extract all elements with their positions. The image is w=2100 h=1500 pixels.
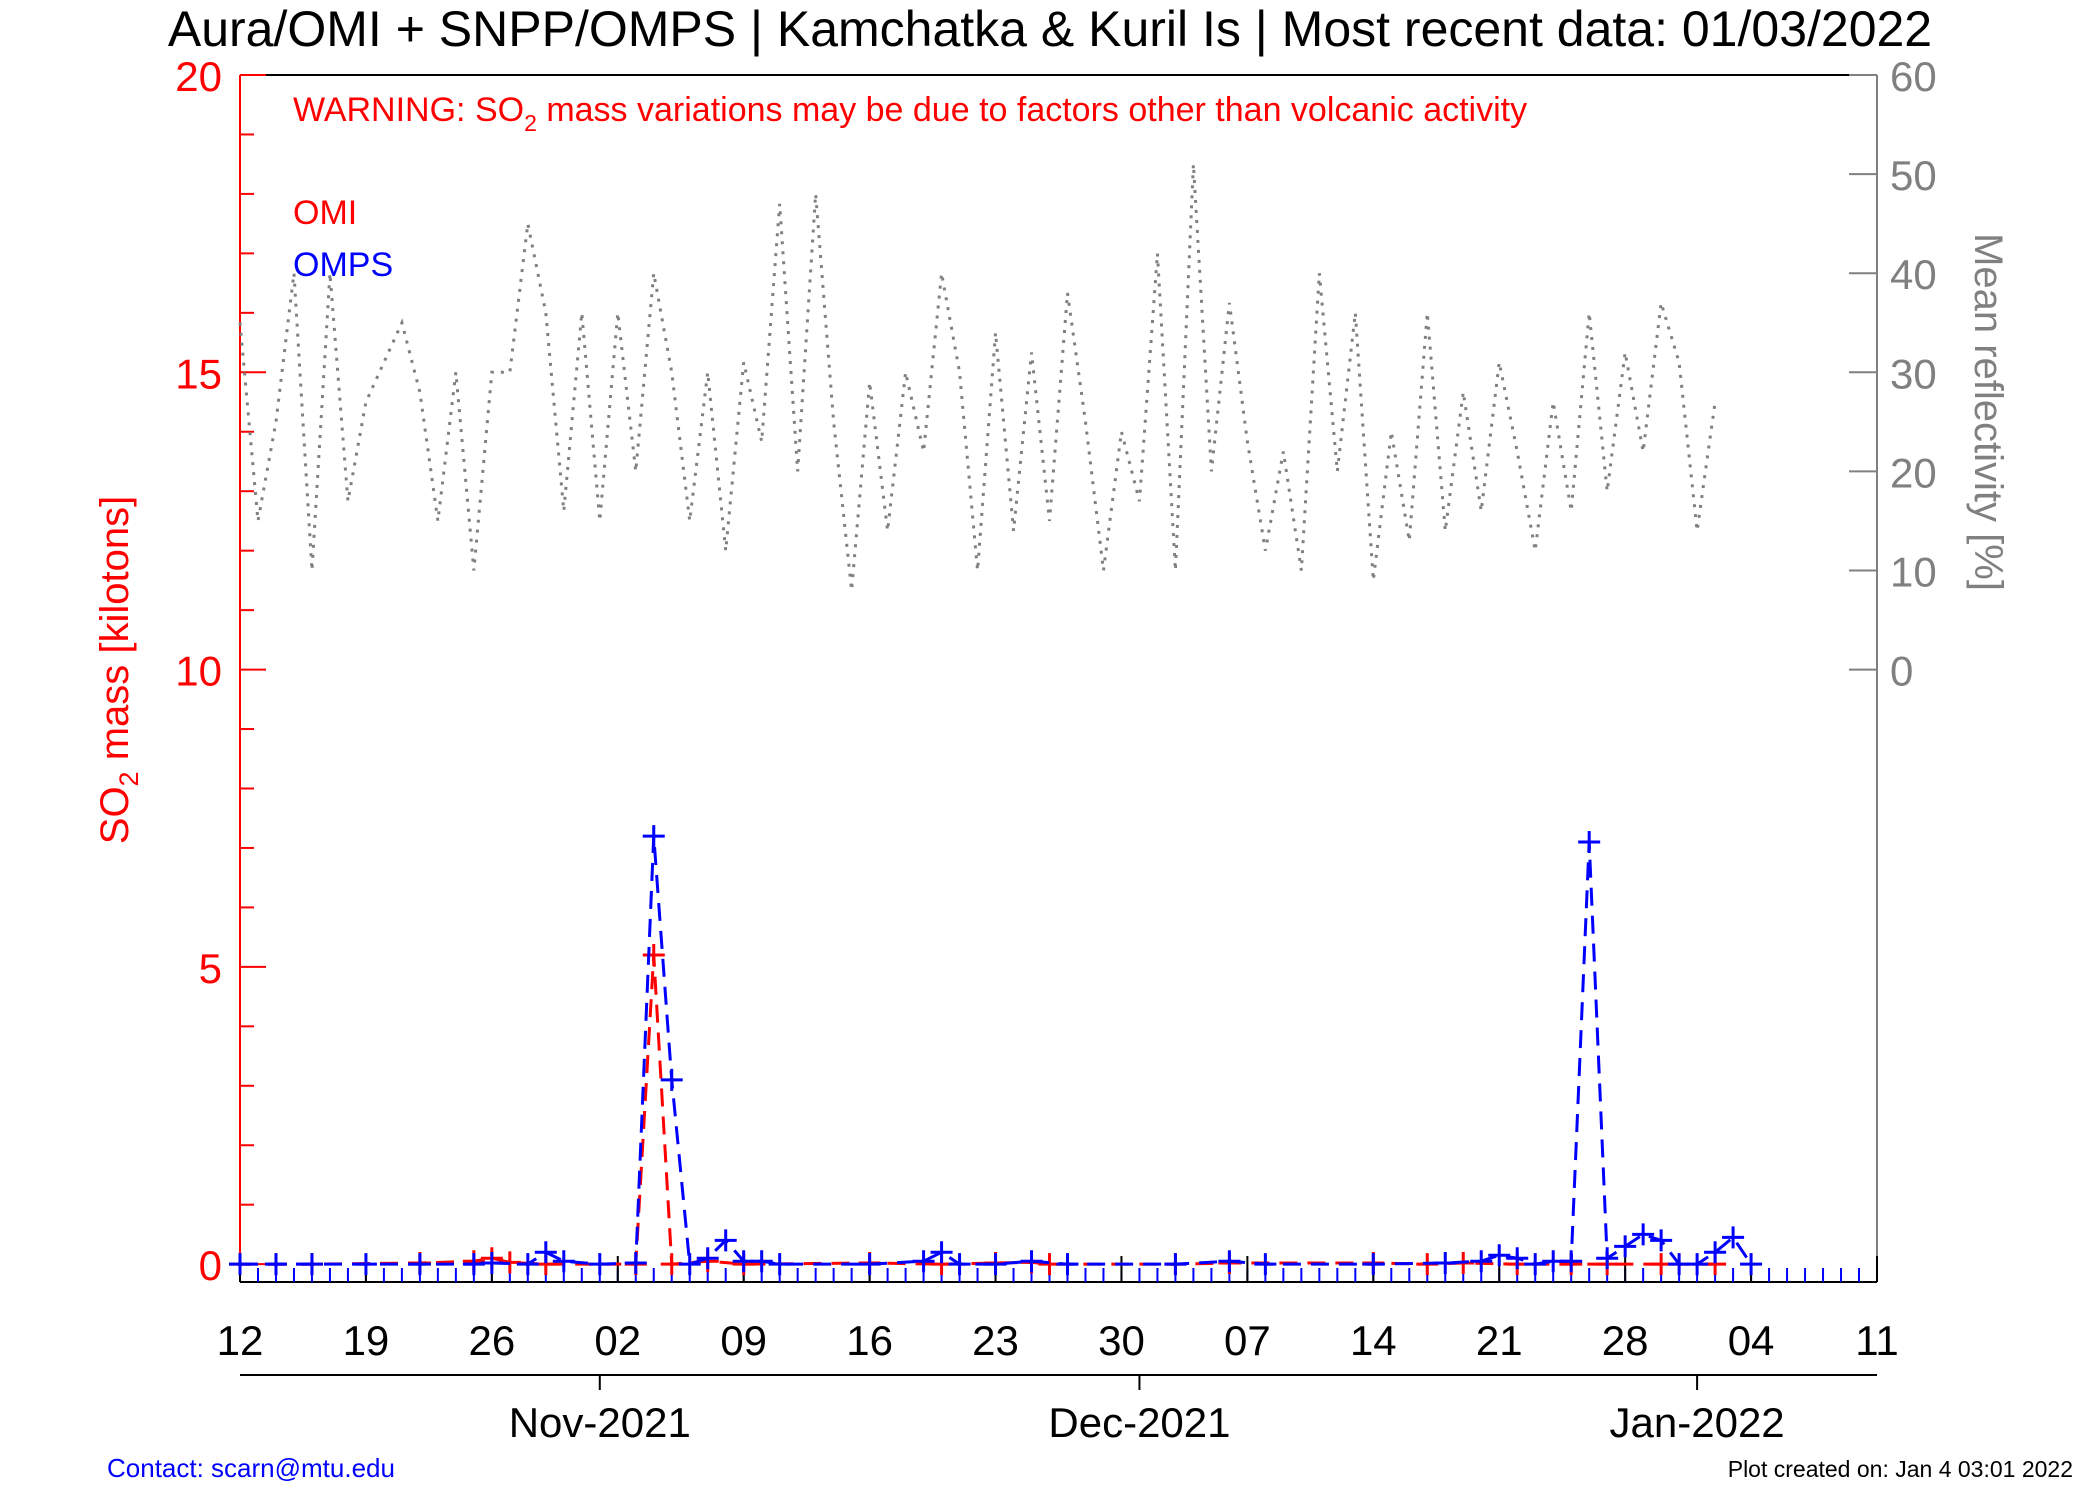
- x-axis-ticks: 12 19 26 02 09 16 23 30 07 14 21 28 04 11: [217, 1256, 1899, 1364]
- omps-marker: [642, 825, 665, 848]
- omps-marker: [1614, 1235, 1637, 1258]
- omps-marker: [1488, 1244, 1511, 1267]
- omps-marker: [354, 1253, 377, 1276]
- contact-link[interactable]: Contact: scarn@mtu.edu: [107, 1453, 395, 1483]
- omps-marker: [768, 1253, 791, 1276]
- omps-marker: [1020, 1250, 1043, 1273]
- omps-marker: [912, 1250, 935, 1273]
- chart-title: Aura/OMI + SNPP/OMPS | Kamchatka & Kuril…: [168, 1, 1932, 57]
- omi-marker: [642, 943, 665, 966]
- omps-marker: [534, 1241, 557, 1264]
- left-tick-label: 10: [175, 648, 222, 695]
- x-tick-label: 28: [1602, 1317, 1649, 1364]
- left-axis-ticks: 0 5 10 15 20: [175, 53, 266, 1289]
- omps-marker: [1560, 1250, 1583, 1273]
- omps-marker: [1434, 1251, 1457, 1274]
- omps-marker: [264, 1253, 287, 1276]
- x-tick-label: 30: [1098, 1317, 1145, 1364]
- omps-marker: [1632, 1223, 1655, 1246]
- reflectivity-line: [238, 164, 1717, 591]
- omps-marker: [408, 1253, 431, 1276]
- month-axis: Nov-2021 Dec-2021 Jan-2022: [509, 1375, 1785, 1446]
- omps-marker: [1704, 1241, 1727, 1264]
- omps-marker: [624, 1251, 647, 1274]
- omps-marker: [1596, 1247, 1619, 1270]
- left-tick-label: 15: [175, 350, 222, 397]
- plot-created-note: Plot created on: Jan 4 03:01 2022: [1728, 1456, 2073, 1482]
- left-tick-label: 0: [199, 1242, 222, 1289]
- omi-line: [240, 954, 1716, 1266]
- omps-marker: [948, 1253, 971, 1276]
- omps-marker: [1722, 1226, 1745, 1249]
- omps-marker: [1470, 1250, 1493, 1273]
- y-left-axis-label: SO2 mass [kilotons]: [93, 496, 144, 844]
- right-tick-label: 20: [1890, 449, 1937, 496]
- right-tick-label: 60: [1890, 53, 1937, 100]
- left-tick-label: 5: [199, 945, 222, 992]
- omps-marker: [714, 1229, 737, 1252]
- x-tick-label: 21: [1476, 1317, 1523, 1364]
- x-tick-label: 02: [594, 1317, 641, 1364]
- omps-marker: [750, 1250, 773, 1273]
- right-tick-label: 40: [1890, 251, 1937, 298]
- x-tick-label: 04: [1728, 1317, 1775, 1364]
- omps-marker: [1740, 1253, 1763, 1276]
- month-label: Nov-2021: [509, 1399, 691, 1446]
- omps-marker: [1218, 1250, 1241, 1273]
- omi-series: [229, 943, 1727, 1276]
- x-tick-label: 16: [846, 1317, 893, 1364]
- x-tick-label: 26: [468, 1317, 515, 1364]
- omps-marker: [678, 1253, 701, 1276]
- omps-series: [229, 825, 1763, 1276]
- omps-marker: [930, 1241, 953, 1264]
- x-tick-label: 12: [217, 1317, 264, 1364]
- x-tick-label: 14: [1350, 1317, 1397, 1364]
- omps-marker: [552, 1250, 575, 1273]
- reflectivity-series: [238, 164, 1717, 591]
- right-axis-ticks: 0 10 20 30 40 50 60: [1849, 53, 1937, 695]
- right-tick-label: 10: [1890, 548, 1937, 595]
- omps-line: [240, 835, 1753, 1267]
- omps-marker: [1254, 1253, 1277, 1276]
- omps-marker: [858, 1253, 881, 1276]
- month-label: Dec-2021: [1048, 1399, 1230, 1446]
- warning-subscript: 2: [524, 110, 537, 136]
- left-tick-label: 20: [175, 53, 222, 100]
- month-label: Jan-2022: [1610, 1399, 1785, 1446]
- omps-marker: [984, 1253, 1007, 1276]
- x-tick-label: 23: [972, 1317, 1019, 1364]
- x-tick-label: 07: [1224, 1317, 1271, 1364]
- x-tick-label: 19: [343, 1317, 390, 1364]
- omps-marker: [588, 1253, 611, 1276]
- warning-text: WARNING: SO2 mass variations may be due …: [293, 91, 1527, 136]
- y-right-axis-label: Mean reflectivity [%]: [1966, 233, 2010, 591]
- warning-suffix: mass variations may be due to factors ot…: [537, 91, 1527, 129]
- omps-marker: [696, 1247, 719, 1270]
- x-tick-label: 11: [1855, 1317, 1899, 1364]
- omps-marker: [1506, 1247, 1529, 1270]
- right-tick-label: 0: [1890, 648, 1913, 695]
- omps-marker: [516, 1253, 539, 1276]
- omps-marker: [1362, 1253, 1385, 1276]
- omps-marker: [229, 1253, 251, 1276]
- omps-marker: [1524, 1253, 1547, 1276]
- omps-marker: [300, 1253, 323, 1276]
- omps-marker: [1578, 831, 1601, 854]
- legend-omps: OMPS: [293, 246, 393, 284]
- right-tick-label: 50: [1890, 152, 1937, 199]
- warning-prefix: WARNING: SO: [293, 91, 524, 129]
- omps-marker: [1056, 1253, 1079, 1276]
- legend-omi: OMI: [293, 194, 357, 232]
- right-tick-label: 30: [1890, 350, 1937, 397]
- omps-marker: [1686, 1253, 1709, 1276]
- x-tick-label: 09: [720, 1317, 767, 1364]
- omps-marker: [1164, 1253, 1187, 1276]
- omps-marker: [480, 1251, 503, 1274]
- omps-marker: [1650, 1229, 1673, 1252]
- omps-marker: [660, 1068, 683, 1091]
